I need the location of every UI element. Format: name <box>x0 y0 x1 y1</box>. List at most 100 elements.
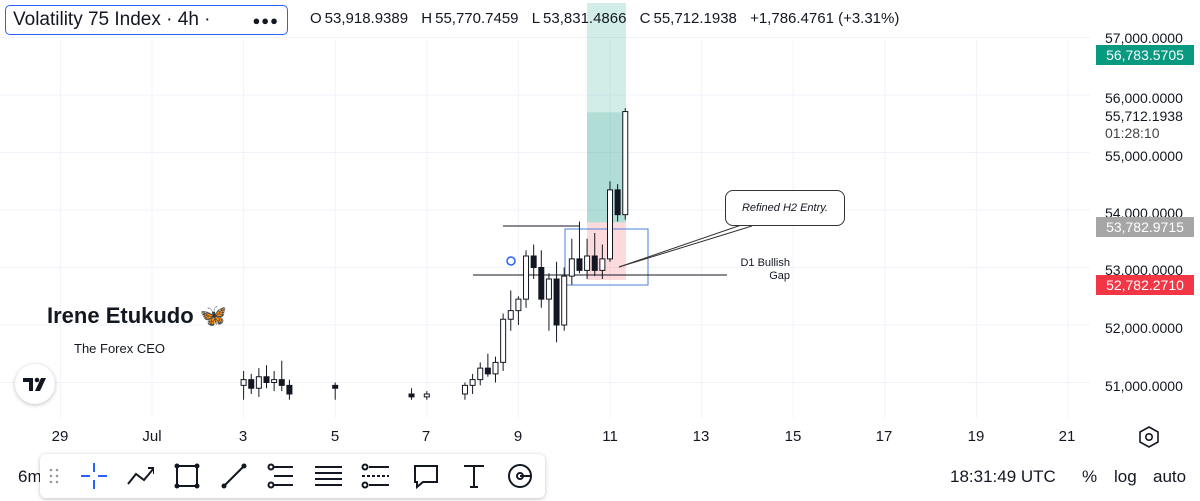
auto-toggle[interactable]: auto <box>1153 467 1187 486</box>
ohlc-o-label: O <box>310 10 322 27</box>
candle-body <box>461 384 468 395</box>
measure-icon[interactable] <box>506 462 534 490</box>
candle-body <box>576 258 583 271</box>
time-label-jul: Jul <box>142 428 162 445</box>
target-zone-upper <box>587 3 626 113</box>
ohlc-h-label: H <box>421 10 433 27</box>
candle-body <box>523 255 530 300</box>
time-label-11: 11 <box>602 428 618 445</box>
candle-body <box>507 310 514 320</box>
drawing-toolbar <box>40 454 545 498</box>
candle-body <box>248 379 255 389</box>
candle-body <box>568 258 575 277</box>
price-label-52000: 52,000.0000 <box>1105 320 1183 336</box>
entry-note-callout[interactable]: Refined H2 Entry. <box>725 190 845 226</box>
trend-icon[interactable] <box>126 462 154 490</box>
ohlc-l: 53,831.4866 <box>543 10 627 27</box>
log-toggle[interactable]: log <box>1114 467 1137 486</box>
candle-body <box>263 376 270 383</box>
candle-body <box>423 393 430 398</box>
time-label-19: 19 <box>967 428 985 445</box>
price-label-57000: 57,000.0000 <box>1105 30 1183 46</box>
candle-body <box>599 258 606 271</box>
candle-body <box>622 111 629 216</box>
candle-body <box>500 318 507 363</box>
fib-icon[interactable] <box>266 462 294 490</box>
pitchfork-icon[interactable] <box>361 462 389 490</box>
time-label-13: 13 <box>692 428 710 445</box>
drag-handle-icon[interactable] <box>44 462 64 490</box>
ohlc-c-label: C <box>639 10 651 27</box>
candle-body <box>240 379 247 386</box>
line-icon[interactable] <box>220 462 248 490</box>
watermark-subtitle: The Forex CEO <box>74 341 166 356</box>
horizontal-levels <box>473 225 727 276</box>
countdown-label: 01:28:10 <box>1105 125 1160 141</box>
ohlc-c: 55,712.1938 <box>653 10 737 27</box>
symbol-title[interactable]: Volatility 75 Index · 4h · ●●● <box>5 5 288 35</box>
candle-body <box>614 189 621 216</box>
tradingview-logo-icon[interactable] <box>15 364 55 404</box>
candle-body <box>553 278 560 326</box>
ohlc-readout: O 53,918.9389 H 55,770.7459 L 53,831.4866 C… <box>310 10 902 27</box>
percent-toggle[interactable]: % <box>1082 467 1098 486</box>
entry-note-text: Refined H2 Entry. <box>741 202 828 214</box>
time-label-29: 29 <box>51 428 69 445</box>
candle-body <box>515 298 522 312</box>
price-label-53000: 53,000.0000 <box>1105 262 1183 278</box>
gap-note-line2: Gap <box>769 270 790 282</box>
callout-pointer-1 <box>618 221 751 268</box>
candle-body <box>278 379 285 386</box>
candle-body <box>492 361 499 375</box>
ohlc-o: 53,918.9389 <box>324 10 409 27</box>
horizontal-lines-icon[interactable] <box>314 462 342 490</box>
time-label-21: 21 <box>1058 428 1076 445</box>
annotation-lines <box>506 0 1092 450</box>
price-label-55000: 55,000.0000 <box>1105 148 1183 164</box>
candle-body <box>271 379 278 383</box>
current-price-label: 55,712.1938 <box>1105 108 1183 124</box>
ohlc-l-label: L <box>531 10 541 27</box>
candle-body <box>484 367 491 375</box>
candle-body <box>561 275 568 326</box>
callout-pointer-2 <box>618 225 753 268</box>
symbol-label: Volatility 75 Index · 4h · <box>13 9 211 30</box>
ohlc-h: 55,770.7459 <box>435 10 519 27</box>
text-icon[interactable] <box>460 462 488 490</box>
candle-body <box>286 384 293 395</box>
tp-price-badge[interactable]: 56,783.5705 <box>1096 45 1194 65</box>
time-label-7: 7 <box>421 428 431 445</box>
chart-grid <box>0 37 1090 418</box>
rectangle-icon[interactable] <box>173 462 201 490</box>
gap-note-line1: D1 Bullish <box>740 257 790 269</box>
comment-icon[interactable] <box>412 462 440 490</box>
candle-body <box>469 379 476 386</box>
utc-clock[interactable]: 18:31:49 UTC <box>950 467 1056 486</box>
candle-body <box>255 376 262 389</box>
stop-zone <box>587 222 626 281</box>
candle-body <box>477 367 484 381</box>
candle-body <box>530 255 537 268</box>
candle-body <box>584 255 591 271</box>
sl-price-badge[interactable]: 52,782.2710 <box>1096 275 1194 295</box>
entry-price-badge[interactable]: 53,782.9715 <box>1096 217 1194 237</box>
candle-body <box>332 384 339 389</box>
crosshair-icon[interactable] <box>80 462 108 490</box>
price-label-56000: 56,000.0000 <box>1105 90 1183 106</box>
candles <box>240 108 629 400</box>
candle-body <box>607 189 613 260</box>
ohlc-change: +1,786.4761 (+3.31%) <box>750 10 900 27</box>
more-dots-icon[interactable]: ●●● <box>252 12 279 28</box>
watermark-author: Irene Etukudo 🦋 <box>47 303 228 328</box>
time-label-3: 3 <box>238 428 248 445</box>
settings-gear-icon[interactable] <box>1138 426 1160 453</box>
time-label-17: 17 <box>875 428 893 445</box>
range-6m-button[interactable]: 6m <box>18 467 42 486</box>
gap-note: D1 Bullish Gap <box>720 257 790 283</box>
time-label-5: 5 <box>330 428 340 445</box>
candle-body <box>408 393 415 398</box>
candle-body <box>591 255 598 271</box>
position-zones <box>564 3 649 286</box>
time-label-9: 9 <box>513 428 523 445</box>
